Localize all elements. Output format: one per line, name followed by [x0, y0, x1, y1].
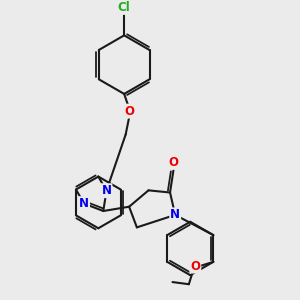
Text: N: N — [79, 197, 89, 210]
Text: O: O — [169, 156, 178, 169]
Text: N: N — [170, 208, 180, 221]
Text: O: O — [124, 105, 134, 118]
Text: N: N — [101, 184, 112, 197]
Text: O: O — [190, 260, 200, 273]
Text: Cl: Cl — [118, 1, 130, 14]
